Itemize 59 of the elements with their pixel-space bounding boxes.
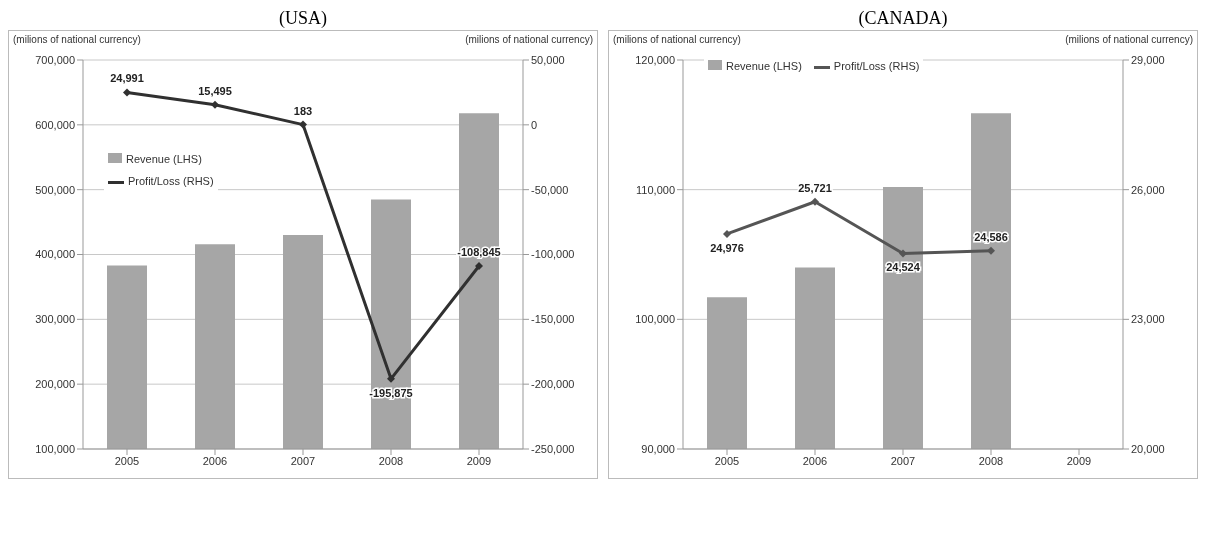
x-tick-label: 2006 — [202, 454, 228, 467]
point — [299, 120, 307, 129]
point — [211, 100, 219, 109]
point — [899, 249, 907, 258]
x-tick-label: 2006 — [802, 454, 828, 467]
y2-tick-label: 0 — [531, 118, 538, 131]
point — [811, 197, 819, 206]
data-label: 24,586 — [974, 230, 1008, 243]
y2-tick-label: 20,000 — [1131, 442, 1165, 455]
y-tick-label: 400,000 — [35, 248, 75, 261]
chart-title: (USA) — [278, 8, 328, 30]
x-tick-label: 2009 — [1066, 454, 1092, 467]
y2-tick-label: 29,000 — [1131, 53, 1165, 66]
data-label: 24,524 — [886, 261, 921, 274]
legend-label: Revenue (LHS) — [725, 59, 802, 74]
y2-tick-label: -50,000 — [531, 183, 569, 196]
legend-label: Profit/Loss (RHS) — [127, 174, 214, 189]
y2-axis-title: (milions of national currency) — [1065, 34, 1193, 47]
y-tick-label: 300,000 — [35, 313, 75, 326]
data-label: 24,976 — [710, 241, 744, 254]
x-tick-label: 2008 — [978, 454, 1004, 467]
data-label: 24,991 — [110, 72, 144, 85]
y2-tick-label: 23,000 — [1131, 313, 1165, 326]
x-tick-label: 2007 — [290, 454, 316, 467]
y2-tick-label: -250,000 — [531, 442, 575, 455]
y-tick-label: 500,000 — [35, 183, 75, 196]
y-tick-label: 90,000 — [641, 442, 675, 455]
chart-title: (CANADA) — [857, 8, 949, 30]
x-tick-label: 2005 — [114, 454, 140, 467]
y2-tick-label: -200,000 — [531, 378, 575, 391]
y-tick-label: 110,000 — [636, 183, 675, 196]
x-tick-label: 2007 — [890, 454, 916, 467]
point — [123, 88, 131, 97]
x-tick-label: 2009 — [466, 454, 492, 467]
y-tick-label: 600,000 — [35, 118, 75, 131]
y-tick-label: 100,000 — [635, 313, 675, 326]
y-tick-label: 120,000 — [635, 53, 675, 66]
y-axis-title: (milions of national currency) — [613, 34, 741, 47]
data-label: -108,845 — [457, 245, 501, 258]
y2-tick-label: 50,000 — [531, 53, 565, 66]
y-axis-title: (milions of national currency) — [13, 34, 141, 47]
y-tick-label: 200,000 — [35, 378, 75, 391]
x-tick-label: 2005 — [714, 454, 740, 467]
x-tick-label: 2008 — [378, 454, 404, 467]
y-tick-label: 700,000 — [35, 53, 75, 66]
data-label: 25,721 — [798, 181, 832, 194]
y2-tick-label: 26,000 — [1131, 183, 1165, 196]
y-tick-label: 100,000 — [35, 442, 75, 455]
point — [987, 246, 995, 255]
point — [387, 374, 395, 383]
legend-label: Profit/Loss (RHS) — [832, 59, 920, 74]
y2-tick-label: -150,000 — [531, 313, 575, 326]
point — [723, 229, 731, 238]
legend-label: Revenue (LHS) — [125, 152, 203, 167]
data-label: 15,495 — [198, 84, 232, 97]
y2-tick-label: -100,000 — [531, 248, 575, 261]
y2-axis-title: (milions of national currency) — [465, 34, 593, 47]
point — [475, 261, 483, 270]
data-label: 183 — [293, 104, 313, 117]
